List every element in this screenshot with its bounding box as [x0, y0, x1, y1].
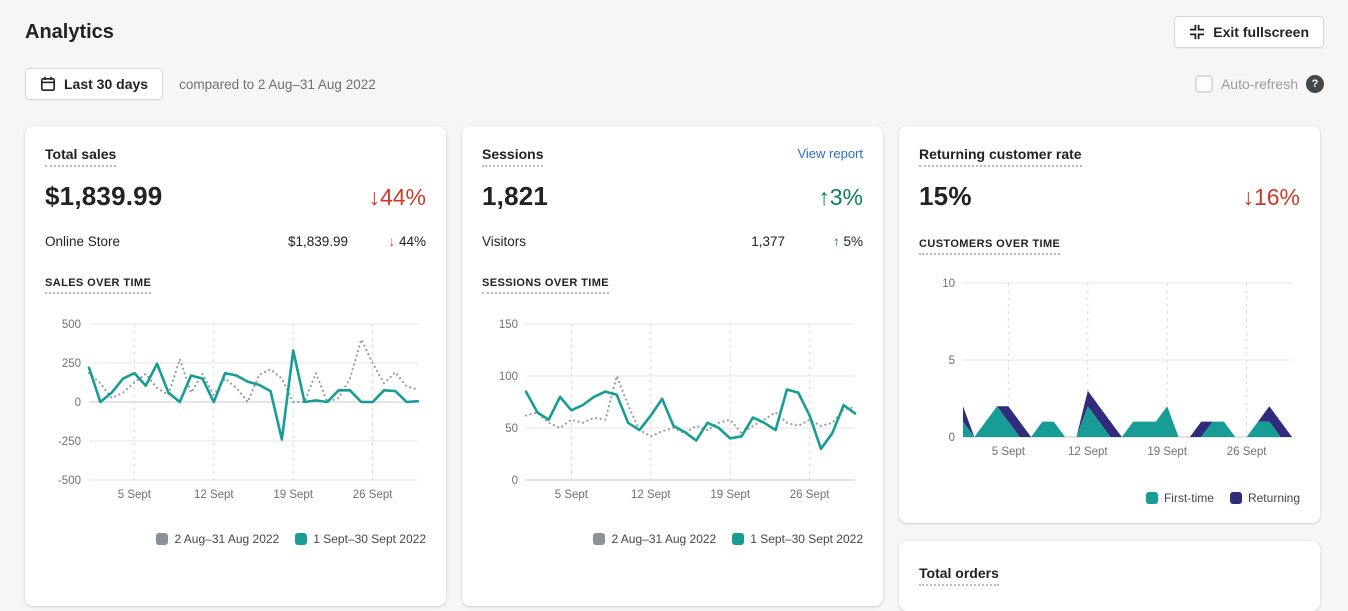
sessions-title[interactable]: Sessions — [482, 146, 544, 167]
legend-previous-period: 2 Aug–31 Aug 2022 — [156, 532, 279, 546]
breakdown-delta: ↓ 44% — [388, 234, 426, 249]
sales-over-time-chart: 500 250 0 -250 -500 5 Sept 12 Sept 19 Sept 26 Se… — [58, 319, 420, 501]
legend-previous-period: 2 Aug–31 Aug 2022 — [593, 532, 716, 546]
total-sales-title[interactable]: Total sales — [45, 146, 117, 167]
exit-fullscreen-label: Exit fullscreen — [1213, 24, 1309, 40]
view-report-link[interactable]: View report — [797, 146, 863, 161]
legend-first-time: First-time — [1145, 491, 1214, 505]
svg-text:12 Sept: 12 Sept — [1068, 446, 1108, 458]
auto-refresh-group: Auto-refresh ? — [1194, 75, 1324, 93]
date-range-label: Last 30 days — [64, 76, 149, 92]
svg-text:26 Sept: 26 Sept — [1227, 446, 1267, 458]
svg-text:12 Sept: 12 Sept — [631, 489, 671, 501]
help-icon[interactable]: ? — [1306, 75, 1324, 93]
exit-fullscreen-button[interactable]: Exit fullscreen — [1174, 16, 1324, 48]
auto-refresh-checkbox[interactable] — [1194, 75, 1213, 93]
legend-returning: Returning — [1229, 491, 1300, 505]
auto-refresh-label: Auto-refresh — [1220, 76, 1298, 92]
legend-current-period: 1 Sept–30 Sept 2022 — [295, 532, 426, 546]
svg-text:5 Sept: 5 Sept — [555, 489, 589, 501]
legend-current-period: 1 Sept–30 Sept 2022 — [732, 532, 863, 546]
total-orders-card: Total orders — [899, 541, 1320, 611]
returning-customer-rate-delta: ↓16% — [1242, 184, 1300, 210]
breakdown-value: 1,377 — [751, 234, 785, 249]
svg-text:12 Sept: 12 Sept — [194, 489, 234, 501]
svg-text:19 Sept: 19 Sept — [1147, 446, 1187, 458]
svg-text:0: 0 — [75, 397, 81, 409]
third-column: Returning customer rate 15% ↓16% CUSTOME… — [899, 126, 1320, 611]
svg-text:5: 5 — [949, 355, 955, 367]
page-title: Analytics — [25, 20, 114, 43]
svg-text:10: 10 — [942, 278, 955, 290]
svg-text:5 Sept: 5 Sept — [118, 489, 152, 501]
sessions-card: Sessions View report 1,821 ↑3% Visitors … — [462, 126, 883, 606]
toolbar: Last 30 days compared to 2 Aug–31 Aug 20… — [25, 68, 1324, 100]
sales-over-time-label[interactable]: SALES OVER TIME — [45, 277, 152, 294]
svg-text:150: 150 — [499, 319, 518, 331]
svg-text:100: 100 — [499, 371, 518, 383]
sessions-over-time-chart: 150 100 50 0 5 Sept 12 Sept 19 Sept 26 Sept — [499, 319, 857, 501]
returning-customer-rate-card: Returning customer rate 15% ↓16% CUSTOME… — [899, 126, 1320, 523]
customers-over-time-chart: 10 5 0 5 Sept 12 Sept 19 Sept 26 Sept — [942, 278, 1292, 458]
metric-cards: Total sales $1,839.99 ↓44% Online Store … — [25, 126, 1324, 611]
svg-text:0: 0 — [949, 432, 955, 444]
svg-text:19 Sept: 19 Sept — [710, 489, 750, 501]
calendar-icon — [40, 76, 56, 92]
svg-text:50: 50 — [505, 423, 518, 435]
svg-text:-500: -500 — [58, 475, 81, 487]
total-orders-title[interactable]: Total orders — [919, 565, 999, 586]
exit-fullscreen-icon — [1189, 24, 1205, 40]
svg-text:250: 250 — [62, 358, 81, 370]
total-sales-value: $1,839.99 — [45, 181, 163, 211]
date-range-button[interactable]: Last 30 days — [25, 68, 164, 100]
total-sales-delta: ↓44% — [368, 184, 426, 210]
breakdown-delta: ↑ 5% — [832, 234, 863, 249]
total-sales-card: Total sales $1,839.99 ↓44% Online Store … — [25, 126, 446, 606]
svg-text:-250: -250 — [58, 436, 81, 448]
compare-text: compared to 2 Aug–31 Aug 2022 — [179, 76, 376, 92]
sessions-delta: ↑3% — [818, 184, 863, 210]
header: Analytics Exit fullscreen — [25, 16, 1324, 48]
svg-text:500: 500 — [62, 319, 81, 331]
svg-text:19 Sept: 19 Sept — [273, 489, 313, 501]
customers-chart-legend: First-time Returning — [919, 491, 1300, 505]
sessions-breakdown-row: Visitors 1,377 ↑ 5% — [482, 234, 863, 249]
returning-customer-rate-value: 15% — [919, 181, 972, 211]
sessions-over-time-label[interactable]: SESSIONS OVER TIME — [482, 277, 610, 294]
returning-customer-rate-title[interactable]: Returning customer rate — [919, 146, 1082, 167]
breakdown-label: Online Store — [45, 234, 121, 249]
svg-text:26 Sept: 26 Sept — [353, 489, 393, 501]
customers-over-time-label[interactable]: CUSTOMERS OVER TIME — [919, 238, 1061, 255]
svg-text:0: 0 — [512, 475, 518, 487]
total-sales-breakdown-row: Online Store $1,839.99 ↓ 44% — [45, 234, 426, 249]
svg-text:26 Sept: 26 Sept — [790, 489, 830, 501]
svg-text:5 Sept: 5 Sept — [992, 446, 1026, 458]
breakdown-label: Visitors — [482, 234, 527, 249]
sessions-chart-legend: 2 Aug–31 Aug 2022 1 Sept–30 Sept 2022 — [482, 532, 863, 546]
sessions-value: 1,821 — [482, 181, 549, 211]
sales-chart-legend: 2 Aug–31 Aug 2022 1 Sept–30 Sept 2022 — [45, 532, 426, 546]
breakdown-value: $1,839.99 — [287, 234, 348, 249]
